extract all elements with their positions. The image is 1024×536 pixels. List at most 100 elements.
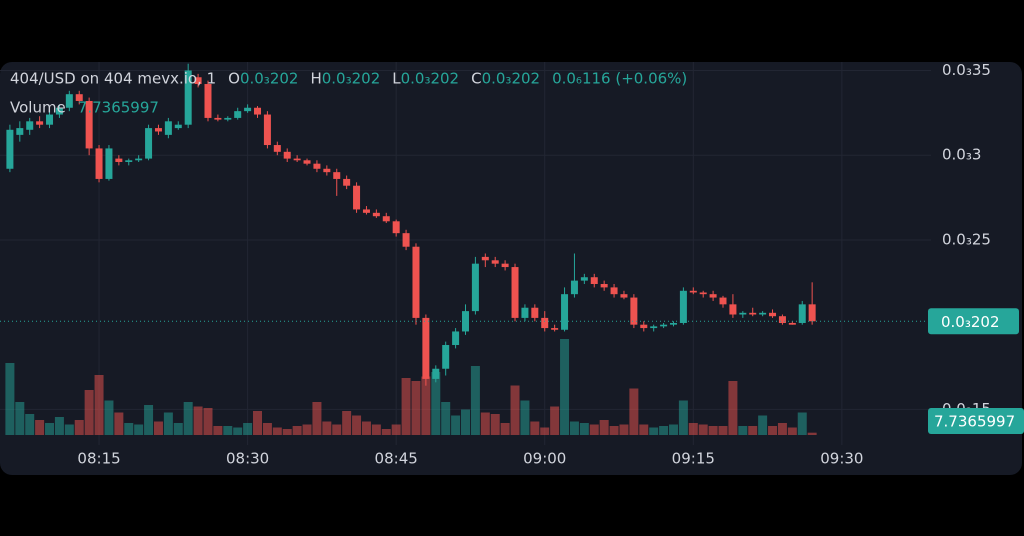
y-tick-label: 0.0₃3 xyxy=(942,146,981,164)
volume-bar xyxy=(114,412,124,435)
candle-body xyxy=(95,148,103,179)
volume-bar xyxy=(639,424,649,435)
volume-bar xyxy=(510,385,520,435)
volume-bar xyxy=(253,411,263,435)
candle-body xyxy=(600,284,608,288)
candle-body xyxy=(6,129,14,169)
candles xyxy=(6,63,816,386)
candle-body xyxy=(293,158,301,161)
volume-bar xyxy=(381,429,391,435)
candle-body xyxy=(808,304,816,322)
candle-body xyxy=(620,294,628,298)
volume-bar xyxy=(282,429,292,435)
y-tick-label: 0.0₃25 xyxy=(942,230,991,248)
volume-bar xyxy=(54,417,64,435)
volume-bar xyxy=(272,427,282,435)
volume-bar xyxy=(579,423,589,435)
candle-body xyxy=(392,221,400,234)
candle-body xyxy=(412,246,420,318)
header: 404/USD on 404 mevx.io, 1 O 0.0₃202 H 0.0₃20… xyxy=(10,70,687,117)
candle-body xyxy=(75,94,83,101)
candle-body xyxy=(640,324,648,329)
candle-body xyxy=(570,280,578,295)
volume-bar xyxy=(599,420,609,435)
candle-body xyxy=(184,70,192,125)
volume-bar xyxy=(758,415,768,435)
candle-body xyxy=(630,297,638,325)
candle-body xyxy=(333,172,341,179)
volume-bar xyxy=(708,426,718,435)
x-tick-label: 09:00 xyxy=(523,450,566,468)
volume-bar xyxy=(64,424,74,435)
volume-bar xyxy=(322,421,332,435)
volume-bar xyxy=(342,411,352,435)
candle-body xyxy=(798,304,806,323)
volume-bar xyxy=(748,426,758,435)
candle-body xyxy=(462,311,469,332)
candle-body xyxy=(382,216,390,222)
candle-body xyxy=(709,294,717,298)
volume-bar xyxy=(163,412,173,435)
candle-body xyxy=(511,267,519,318)
volume-bar xyxy=(461,409,470,435)
candle-body xyxy=(759,312,767,315)
candle-body xyxy=(323,168,331,173)
ohlc-value: 0.0₃202 xyxy=(401,70,460,88)
candle-body xyxy=(541,317,549,329)
candle-body xyxy=(204,84,212,118)
candle-body xyxy=(521,307,529,318)
candle-body xyxy=(501,263,509,268)
candle-body xyxy=(46,114,54,125)
volume-bar xyxy=(560,339,570,435)
candle-body xyxy=(313,163,321,169)
volume-bar xyxy=(777,423,787,435)
volume-bar xyxy=(124,423,134,435)
volume-bar xyxy=(698,424,708,435)
candle-body xyxy=(669,322,677,325)
volume-bar xyxy=(421,376,431,435)
volume-bar xyxy=(5,363,15,435)
candle-body xyxy=(551,328,559,330)
candle-body xyxy=(154,128,162,132)
axes: 08:15 08:30 08:45 09:00 09:15 09:30 0.0₃35 0.0₃… xyxy=(0,61,1024,468)
candle-body xyxy=(739,312,747,315)
ohlc-key: O xyxy=(228,70,240,88)
candle-body xyxy=(105,148,113,179)
volume-bar xyxy=(411,381,421,435)
volume-bar xyxy=(35,420,45,435)
ohlc-key: H xyxy=(310,70,321,88)
candle-body xyxy=(491,260,499,264)
volume-bar xyxy=(243,423,253,435)
volume-bar xyxy=(431,372,441,435)
volume-bar xyxy=(768,426,778,435)
candle-body xyxy=(135,158,143,161)
x-tick-label: 08:15 xyxy=(77,450,120,468)
volume-bar xyxy=(104,400,114,435)
volume-bar xyxy=(94,375,104,435)
candle-body xyxy=(234,111,242,118)
candle-body xyxy=(224,117,232,120)
volume-bar xyxy=(144,405,154,435)
candle-body xyxy=(719,297,727,305)
candle-body xyxy=(580,277,588,281)
volume-bar xyxy=(361,421,371,435)
y-tick-label: 0.0₃35 xyxy=(942,61,991,79)
ohlc-value: 0.0₃202 xyxy=(482,70,541,88)
volume-bar xyxy=(45,423,55,435)
volume-value-label: 7.7365997 xyxy=(934,413,1015,431)
volume-bar xyxy=(797,412,807,435)
candle-body xyxy=(788,322,796,325)
volume-bar xyxy=(84,390,94,435)
volume-bar xyxy=(619,424,629,435)
volume-bar xyxy=(173,423,183,435)
ohlc-key: L xyxy=(392,70,401,88)
volume-bar xyxy=(74,420,84,435)
candle-body xyxy=(194,77,202,85)
volume-bar xyxy=(659,426,669,435)
candle-body xyxy=(729,304,737,315)
candle-body xyxy=(174,124,182,129)
candle-body xyxy=(303,160,311,164)
volume-bar xyxy=(540,427,550,435)
candle-body xyxy=(778,316,786,323)
